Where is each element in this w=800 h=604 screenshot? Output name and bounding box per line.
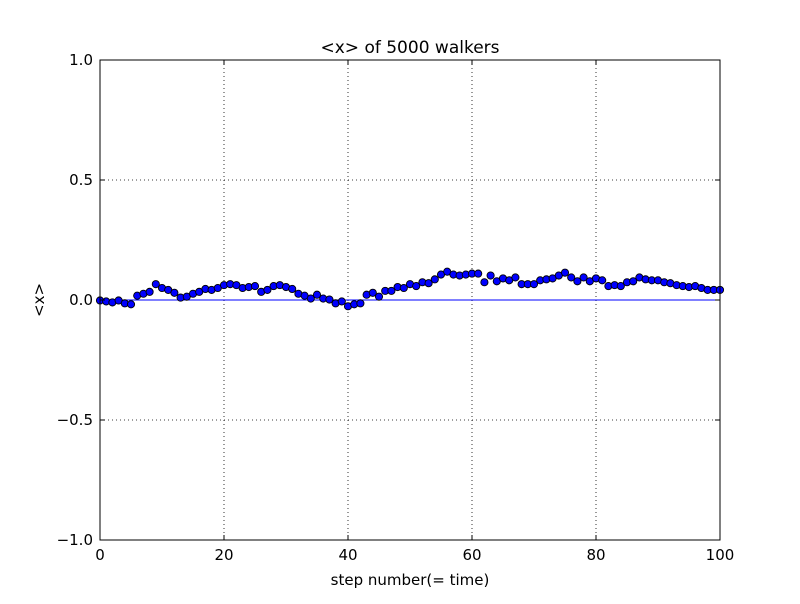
data-point (474, 269, 483, 278)
x-tick-label: 20 (214, 546, 233, 564)
y-tick-label: 0.5 (69, 171, 93, 189)
x-tick-label: 80 (586, 546, 605, 564)
data-point (250, 282, 260, 291)
data-point (170, 288, 179, 297)
data-point (560, 268, 570, 277)
data-point (325, 295, 334, 304)
data-point (480, 278, 489, 287)
data-point (306, 294, 315, 303)
y-tick-label: −0.5 (57, 411, 93, 429)
data-point (430, 275, 439, 284)
data-point (151, 280, 160, 289)
y-axis-ticks: −1.0 −0.5 0.0 0.5 1.0 (57, 51, 720, 549)
x-tick-label: 0 (95, 546, 105, 564)
data-point (126, 300, 136, 309)
data-point (337, 297, 346, 306)
data-point (424, 279, 433, 288)
y-tick-label: −1.0 (57, 531, 93, 549)
data-point (573, 277, 582, 286)
data-point (629, 277, 638, 286)
data-point (567, 273, 576, 282)
data-point (598, 276, 607, 285)
data-point (368, 288, 377, 297)
y-tick-label: 1.0 (69, 51, 93, 69)
data-point (312, 290, 322, 299)
data-points (95, 267, 725, 311)
data-point (511, 273, 520, 282)
x-axis-label: step number(= time) (331, 571, 490, 589)
data-point (387, 286, 396, 295)
data-point (412, 282, 421, 291)
data-point (579, 273, 588, 282)
data-point (288, 284, 297, 294)
data-point (263, 285, 272, 294)
data-point (145, 287, 154, 296)
data-point (486, 271, 495, 280)
data-point (529, 280, 539, 289)
x-tick-label: 40 (338, 546, 357, 564)
chart-title: <x> of 5000 walkers (321, 38, 500, 58)
x-axis-ticks: 0 20 40 60 80 100 (95, 60, 734, 564)
data-point (374, 292, 384, 301)
data-point (616, 282, 625, 291)
x-tick-label: 100 (706, 546, 735, 564)
y-tick-label: 0.0 (69, 291, 93, 309)
data-point (399, 283, 408, 293)
x-tick-label: 60 (462, 546, 481, 564)
y-axis-label: <x> (30, 283, 48, 317)
data-point (356, 299, 365, 308)
